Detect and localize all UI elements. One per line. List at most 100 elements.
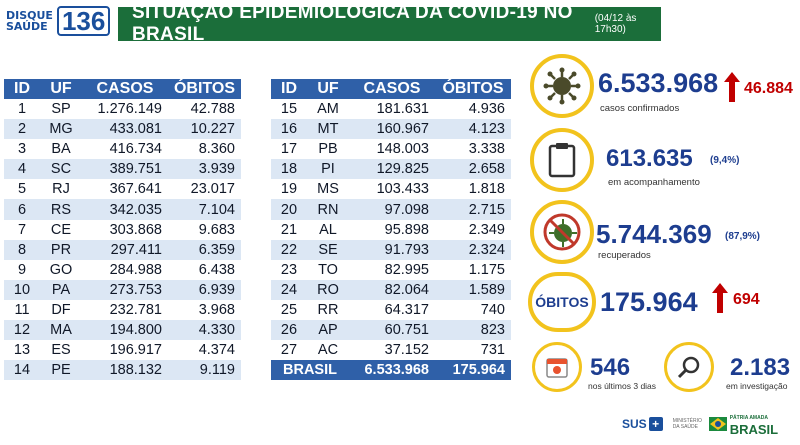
row-casos: 389.751 xyxy=(82,159,168,180)
recovered-pct: (87,9%) xyxy=(725,231,761,242)
total-obitos: 175.964 xyxy=(435,360,511,381)
magnifier-icon-circle xyxy=(664,342,714,392)
row-uf: SP xyxy=(40,99,82,120)
row-obitos: 4.123 xyxy=(435,119,511,140)
row-casos: 194.800 xyxy=(82,320,168,341)
total-label: BRASIL xyxy=(271,360,349,381)
title-bar: SITUAÇÃO EPIDEMIOLÓGICA DA COVID-19 NO B… xyxy=(118,2,661,45)
row-id: 27 xyxy=(271,340,307,361)
row-uf: PB xyxy=(307,139,349,160)
row-uf: MS xyxy=(307,179,349,200)
plus-icon: + xyxy=(648,417,663,431)
row-uf: PE xyxy=(40,360,82,381)
ministry-text: MINISTÉRIO DA SAÚDE xyxy=(672,418,702,430)
investigation-label: em investigação xyxy=(726,381,788,391)
col-obitos: ÓBITOS xyxy=(168,79,241,99)
col-casos: CASOS xyxy=(349,79,435,99)
table-row: 6 RS 342.035 7.104 xyxy=(4,199,241,220)
col-uf: UF xyxy=(307,79,349,99)
row-obitos: 1.175 xyxy=(435,259,511,280)
row-obitos: 3.338 xyxy=(435,139,511,160)
row-obitos: 2.324 xyxy=(435,239,511,260)
table-row: 5 RJ 367.641 23.017 xyxy=(4,179,241,200)
row-casos: 303.868 xyxy=(82,219,168,240)
table-row: 8 PR 297.411 6.359 xyxy=(4,239,241,260)
row-uf: RN xyxy=(307,199,349,220)
row-obitos: 2.715 xyxy=(435,199,511,220)
deaths-tag: ÓBITOS xyxy=(535,294,589,310)
row-id: 18 xyxy=(271,159,307,180)
row-casos: 60.751 xyxy=(349,320,435,341)
row-obitos: 4.330 xyxy=(168,320,241,341)
table-row: 19 MS 103.433 1.818 xyxy=(271,179,511,200)
row-casos: 416.734 xyxy=(82,139,168,160)
row-obitos: 6.939 xyxy=(168,279,241,300)
table-row: 24 RO 82.064 1.589 xyxy=(271,279,511,300)
table-row: 3 BA 416.734 8.360 xyxy=(4,139,241,160)
row-id: 6 xyxy=(4,199,40,220)
table-row: 21 AL 95.898 2.349 xyxy=(271,219,511,240)
no-virus-icon-circle xyxy=(530,200,594,264)
table-row: 20 RN 97.098 2.715 xyxy=(271,199,511,220)
row-uf: AM xyxy=(307,99,349,120)
virus-icon-circle xyxy=(530,54,594,118)
monitoring-label: em acompanhamento xyxy=(608,177,700,188)
deaths-value: 175.964 xyxy=(600,287,698,317)
table-row: 12 MA 194.800 4.330 xyxy=(4,320,241,341)
row-casos: 433.081 xyxy=(82,119,168,140)
table-row: 9 GO 284.988 6.438 xyxy=(4,259,241,280)
row-uf: GO xyxy=(40,259,82,280)
row-uf: AC xyxy=(307,340,349,361)
row-id: 15 xyxy=(271,99,307,120)
row-casos: 82.064 xyxy=(349,279,435,300)
col-id: ID xyxy=(4,79,40,99)
row-uf: TO xyxy=(307,259,349,280)
row-id: 5 xyxy=(4,179,40,200)
table-row: 25 RR 64.317 740 xyxy=(271,299,511,321)
row-uf: MG xyxy=(40,119,82,140)
brasil-text: BRASIL xyxy=(729,422,779,437)
page-title: SITUAÇÃO EPIDEMIOLÓGICA DA COVID-19 NO B… xyxy=(132,2,573,45)
row-id: 19 xyxy=(271,179,307,200)
footer-logos: SUS + MINISTÉRIO DA SAÚDE PÁTRIA AMADA BRA… xyxy=(622,412,778,436)
row-obitos: 740 xyxy=(435,299,511,321)
row-casos: 37.152 xyxy=(349,340,435,361)
row-obitos: 1.818 xyxy=(435,179,511,200)
logo-text: DISQUE SAÚDE xyxy=(6,9,53,33)
investigation-value: 2.183 xyxy=(730,354,791,381)
row-casos: 64.317 xyxy=(349,299,435,321)
row-casos: 103.433 xyxy=(349,179,435,200)
table-row: 18 PI 129.825 2.658 xyxy=(271,159,511,180)
row-casos: 160.967 xyxy=(349,119,435,140)
clipboard-icon xyxy=(548,143,576,178)
deaths-badge: ÓBITOS xyxy=(528,272,596,332)
confirmed-value: 6.533.968 xyxy=(598,68,719,98)
row-obitos: 9.119 xyxy=(168,360,241,381)
row-obitos: 823 xyxy=(435,320,511,341)
row-uf: RJ xyxy=(40,179,82,200)
update-date: (04/12 às 17h30) xyxy=(594,13,637,35)
table-row: 13 ES 196.917 4.374 xyxy=(4,340,241,361)
sus-logo: SUS + xyxy=(622,417,663,431)
row-id: 11 xyxy=(4,299,40,321)
monitoring-value: 613.635 xyxy=(606,145,693,172)
row-uf: MT xyxy=(307,119,349,140)
col-uf: UF xyxy=(40,79,82,99)
col-casos: CASOS xyxy=(82,79,168,99)
row-uf: RO xyxy=(307,279,349,300)
row-id: 21 xyxy=(271,219,307,240)
row-casos: 1.276.149 xyxy=(82,99,168,120)
row-uf: SE xyxy=(307,239,349,260)
row-id: 3 xyxy=(4,139,40,160)
brasil-logo: PÁTRIA AMADA BRASIL xyxy=(708,412,779,437)
row-uf: RR xyxy=(307,299,349,321)
row-uf: RS xyxy=(40,199,82,220)
clipboard-icon-circle xyxy=(530,128,594,192)
row-casos: 129.825 xyxy=(349,159,435,180)
row-casos: 95.898 xyxy=(349,219,435,240)
row-uf: CE xyxy=(40,219,82,240)
row-uf: BA xyxy=(40,139,82,160)
row-casos: 273.753 xyxy=(82,279,168,300)
table-row: 10 PA 273.753 6.939 xyxy=(4,279,241,300)
states-table-right: ID UF CASOS ÓBITOS 15 AM 181.631 4.936 16 MT 1… xyxy=(271,79,511,381)
